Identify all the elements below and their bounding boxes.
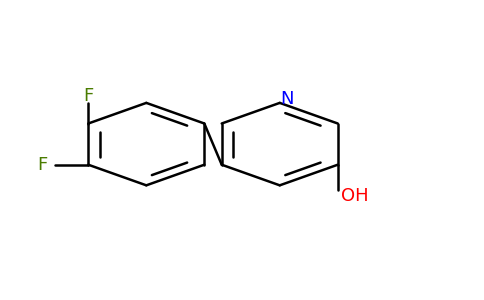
Text: F: F [83, 86, 93, 104]
Text: N: N [280, 90, 294, 108]
Text: OH: OH [341, 187, 368, 205]
Text: F: F [38, 156, 48, 174]
